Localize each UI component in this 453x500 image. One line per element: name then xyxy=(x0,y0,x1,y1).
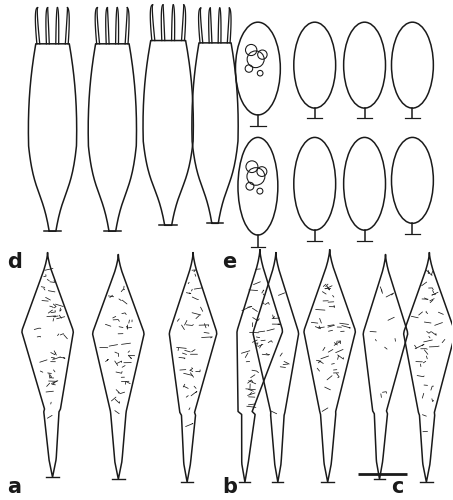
Text: c: c xyxy=(391,476,404,496)
Text: e: e xyxy=(222,252,236,272)
Text: b: b xyxy=(222,476,237,496)
Text: d: d xyxy=(7,252,22,272)
Text: a: a xyxy=(7,476,21,496)
